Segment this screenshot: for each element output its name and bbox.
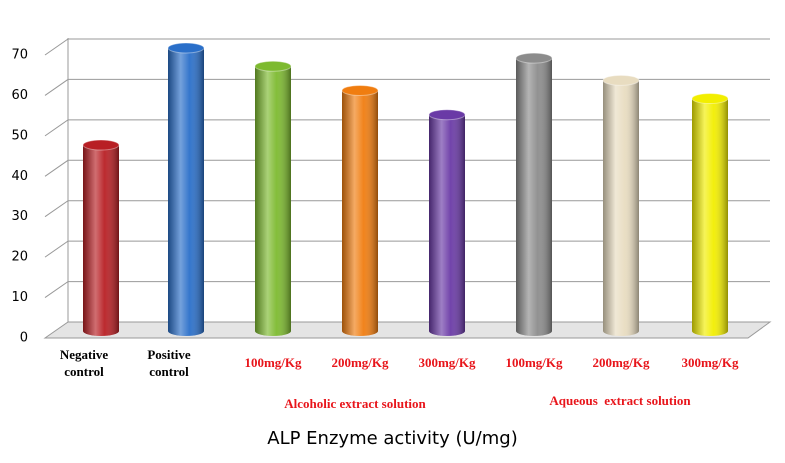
grid-line xyxy=(44,38,770,56)
group-label: Aqueous extract solution xyxy=(549,393,691,408)
grid-line xyxy=(44,240,770,258)
floor xyxy=(43,321,772,339)
y-tick-label: 20 xyxy=(11,250,28,265)
bar-shade xyxy=(603,80,639,331)
y-tick-label: 60 xyxy=(11,88,28,103)
group-label: Alcoholic extract solution xyxy=(284,396,426,411)
y-tick-label: 40 xyxy=(11,169,28,184)
x-tick-label: 100mg/Kg xyxy=(505,355,563,370)
y-tick-label: 10 xyxy=(11,290,28,305)
bar-shade xyxy=(516,58,552,331)
grid-line xyxy=(44,159,770,177)
x-tick-label: 200mg/Kg xyxy=(592,355,650,370)
bar-top xyxy=(82,139,120,151)
y-tick-label: 30 xyxy=(11,209,28,224)
bar-top xyxy=(515,52,553,64)
grid-line xyxy=(44,119,770,137)
bar-shade xyxy=(168,48,204,331)
y-tick-label: 50 xyxy=(11,128,28,143)
bar-top xyxy=(691,93,729,105)
bar-shade xyxy=(692,98,728,332)
bar-shade xyxy=(255,66,291,331)
bar-top xyxy=(428,109,466,121)
y-tick-label: 0 xyxy=(20,331,28,346)
x-tick-label: 300mg/Kg xyxy=(418,355,476,370)
x-tick-label: Negative control xyxy=(59,347,109,379)
grid-line xyxy=(44,281,770,298)
grid-line xyxy=(44,200,770,218)
bar-shade xyxy=(83,145,119,331)
x-tick-label: Positive control xyxy=(147,347,191,379)
bar-top xyxy=(602,74,640,86)
bar-shade xyxy=(342,90,378,331)
grid-line xyxy=(44,78,770,96)
bar-top xyxy=(341,84,379,96)
chart-title: ALP Enzyme activity (U/mg) xyxy=(267,428,518,449)
y-tick-label: 70 xyxy=(11,48,28,63)
x-tick-label: 200mg/Kg xyxy=(331,355,389,370)
x-tick-label: 100mg/Kg xyxy=(244,355,302,370)
bar-top xyxy=(167,42,205,54)
bar-top xyxy=(254,60,292,72)
bar-shade xyxy=(429,114,465,331)
x-tick-label: 300mg/Kg xyxy=(681,355,739,370)
